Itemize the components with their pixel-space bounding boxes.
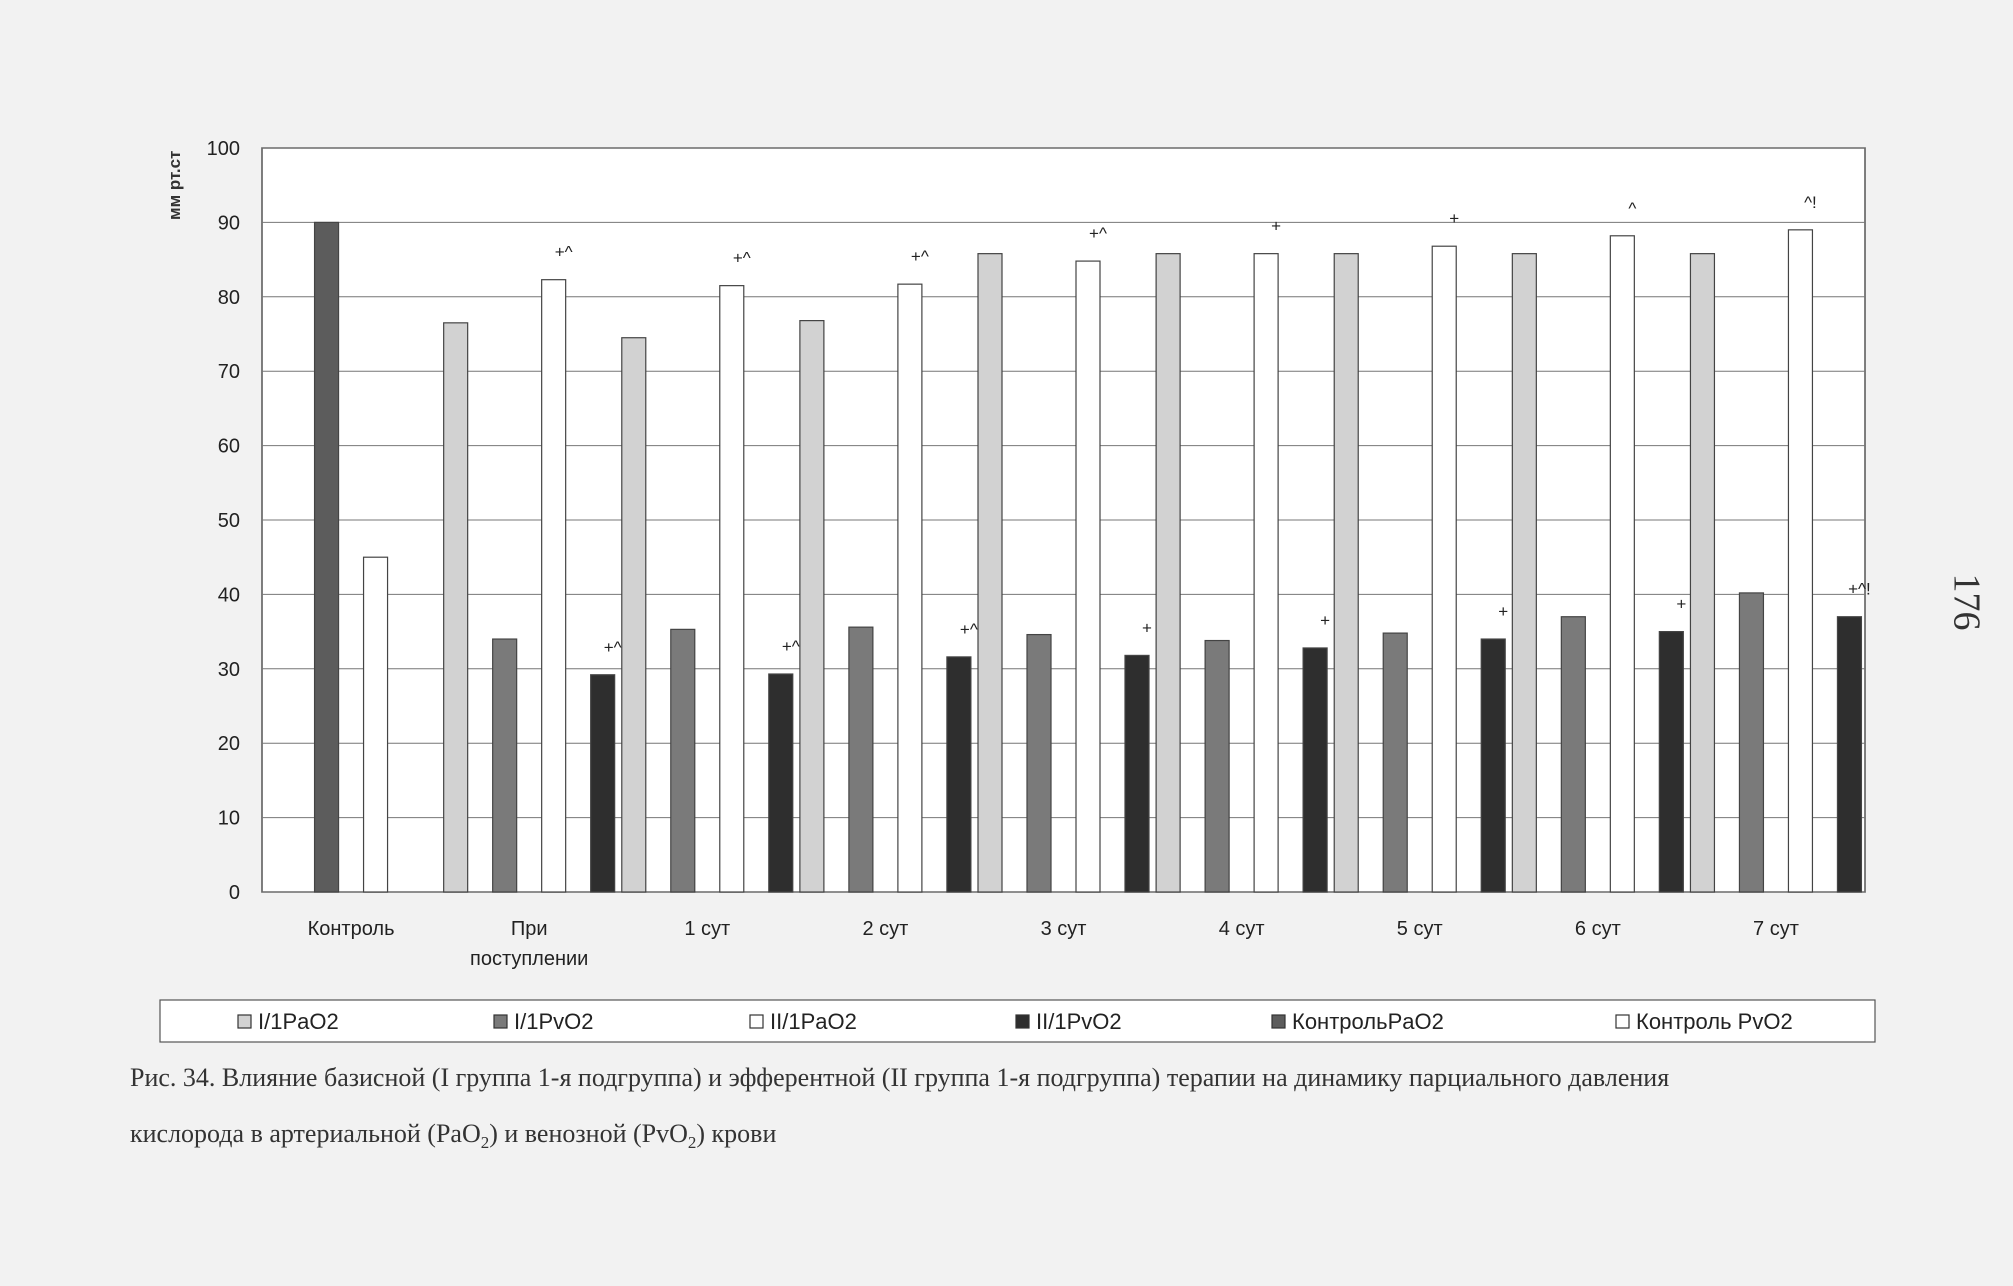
bar-I1PvO2-6: [1382, 632, 1408, 893]
bar-II1PaO2-7: [1609, 235, 1635, 893]
significance-mark: ^: [1628, 199, 1636, 218]
y-tick-label: 90: [218, 212, 240, 234]
bar-II1PvO2-6: [1480, 638, 1506, 893]
bar-I1PaO2-8: [1689, 253, 1716, 893]
significance-mark: +^: [911, 247, 929, 266]
y-tick-label: 50: [218, 510, 240, 532]
y-tick-labels: 0 10 20 30 40 50 60 70 80 90 100: [207, 138, 240, 904]
significance-mark: +^: [960, 620, 978, 639]
significance-mark: +^: [1089, 224, 1107, 243]
significance-mark: +: [1449, 209, 1459, 228]
bar-II1PvO2-4: [1124, 654, 1150, 893]
caption-line-1: Рис. 34. Влияние базисной (I группа 1-я …: [130, 1063, 1670, 1092]
bar-I1PaO2-3: [799, 320, 825, 893]
caption-line-2: кислорода в артериальной (PaO2) и венозн…: [130, 1119, 777, 1153]
bar-I1PvO2-7: [1560, 616, 1586, 893]
bar-II1PvO2-3: [946, 656, 972, 893]
bar-КонтрольPvO2-0: [362, 556, 389, 893]
legend-label: Контроль PvO2: [1636, 1009, 1793, 1034]
legend-label: I/1PaO2: [258, 1009, 339, 1034]
page-number: 176: [1945, 573, 1988, 631]
x-category-label: 6 сут: [1575, 918, 1621, 940]
gridlines: [262, 147, 1865, 893]
bar-II1PaO2-8: [1787, 229, 1814, 893]
legend-swatch: [749, 1014, 764, 1029]
y-tick-label: 40: [218, 584, 240, 606]
bar-I1PvO2-3: [848, 626, 874, 893]
legend-swatch: [1615, 1014, 1630, 1029]
bar-I1PaO2-6: [1333, 253, 1359, 893]
x-category-label: Контроль: [308, 918, 395, 940]
bar-I1PvO2-4: [1026, 633, 1052, 893]
bar-II1PaO2-2: [719, 285, 745, 893]
legend-label: КонтрольPaO2: [1292, 1009, 1444, 1034]
x-category-label: 7 сут: [1753, 918, 1799, 940]
significance-mark: +^: [604, 638, 622, 657]
figure-caption: Рис. 34. Влияние базисной (I группа 1-я …: [130, 1050, 1910, 1171]
legend-swatch: [493, 1014, 508, 1029]
significance-mark: +^: [733, 249, 751, 268]
y-tick-label: 70: [218, 361, 240, 383]
bar-I1PaO2-2: [621, 337, 647, 893]
significance-mark: +: [1498, 602, 1508, 621]
y-tick-label: 60: [218, 436, 240, 458]
x-category-label: 5 сут: [1397, 918, 1443, 940]
x-category-label: 2 сут: [862, 918, 908, 940]
bar-II1PaO2-3: [897, 283, 923, 893]
bar-I1PvO2-2: [670, 628, 696, 893]
significance-mark: +^: [782, 637, 800, 656]
bar-II1PaO2-1: [541, 279, 567, 893]
bar-I1PvO2-1: [492, 638, 518, 893]
significance-mark: +^: [555, 243, 573, 262]
y-tick-label: 20: [218, 733, 240, 755]
bar-I1PvO2-8: [1738, 592, 1765, 893]
y-tick-label: 80: [218, 287, 240, 309]
x-category-label: 3 сут: [1041, 918, 1087, 940]
annotations: +^+^+^+^+^+^+^+++++^+^!+^!: [555, 193, 1871, 657]
bar-II1PvO2-2: [768, 673, 794, 893]
significance-mark: +^!: [1848, 580, 1871, 599]
significance-mark: +: [1142, 618, 1152, 637]
bar-I1PvO2-5: [1204, 639, 1230, 893]
bar-I1PaO2-5: [1155, 253, 1181, 893]
bar-II1PaO2-6: [1431, 245, 1457, 893]
bar-II1PaO2-4: [1075, 260, 1101, 893]
y-tick-label: 0: [229, 882, 240, 904]
significance-mark: +: [1271, 217, 1281, 236]
y-axis-label: мм рт.ст: [165, 151, 184, 220]
bar-II1PvO2-8: [1836, 616, 1863, 893]
bars: [313, 221, 1863, 893]
legend-swatch: [237, 1014, 252, 1029]
y-tick-label: 30: [218, 659, 240, 681]
x-category-label: 1 сут: [684, 918, 730, 940]
legend-swatch: [1015, 1014, 1030, 1029]
significance-mark: +: [1676, 595, 1686, 614]
x-category-label: поступлении: [470, 948, 588, 970]
bar-I1PaO2-4: [977, 253, 1003, 893]
legend-label: II/1PvO2: [1036, 1009, 1122, 1034]
x-category-label: 4 сут: [1219, 918, 1265, 940]
bar-II1PvO2-5: [1302, 647, 1328, 893]
bar-II1PaO2-5: [1253, 253, 1279, 893]
bar-II1PvO2-1: [590, 674, 616, 893]
y-tick-label: 10: [218, 808, 240, 830]
significance-mark: ^!: [1804, 193, 1817, 212]
bar-I1PaO2-7: [1511, 253, 1537, 893]
bar-КонтрольPaO2-0: [313, 221, 340, 893]
bar-I1PaO2-1: [443, 322, 469, 893]
bar-II1PvO2-7: [1658, 630, 1684, 893]
x-category-label: При: [511, 918, 548, 940]
legend-label: II/1PaO2: [770, 1009, 857, 1034]
x-category-labels: Контроль При поступлении 1 сут 2 сут 3 сут 4 с…: [308, 918, 1799, 970]
legend: I/1PaO2 I/1PvO2 II/1PaO2 II/1PvO2 КонтрольPa…: [237, 1009, 1793, 1034]
legend-label: I/1PvO2: [514, 1009, 593, 1034]
legend-swatch: [1271, 1014, 1286, 1029]
significance-mark: +: [1320, 611, 1330, 630]
y-tick-label: 100: [207, 138, 240, 160]
